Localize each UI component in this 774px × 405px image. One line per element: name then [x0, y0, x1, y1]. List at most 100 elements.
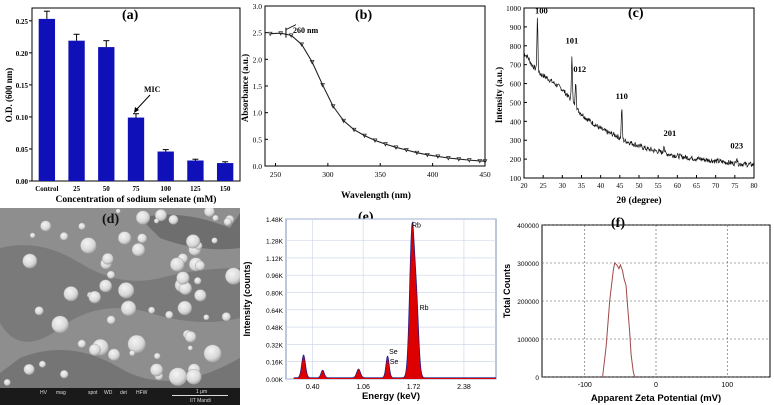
chart-b-point — [288, 33, 294, 38]
chart-f-ylabel: Total Counts — [502, 264, 512, 318]
sem-particle — [153, 352, 161, 360]
panel-label-d: (d) — [102, 212, 120, 227]
chart-e-ytick-label: 0.64K — [266, 308, 284, 315]
sem-particle — [212, 214, 219, 222]
sem-particle — [107, 348, 121, 361]
chart-b-point — [299, 42, 305, 47]
sem-particle — [168, 214, 179, 225]
sem-particle — [106, 270, 116, 279]
sem-particle — [154, 209, 167, 222]
chart-a-bar — [38, 18, 56, 181]
chart-b-point — [267, 31, 273, 37]
chart-c-xlabel: 2θ (degree) — [616, 195, 661, 206]
chart-b-series-line — [270, 32, 486, 162]
chart-a-bar — [157, 151, 174, 181]
chart-b-xtick-label: 400 — [427, 170, 439, 179]
sem-particle — [40, 220, 52, 232]
chart-c-xtick-label: 65 — [693, 182, 701, 190]
sem-particle — [165, 310, 174, 319]
chart-a-ytick-label: 0.20 — [16, 50, 29, 58]
chart-b-point — [445, 156, 451, 161]
chart-a-xtick-label: 100 — [160, 185, 171, 193]
sem-particle — [34, 306, 44, 316]
sem-info-bar: HV mag WD det HFW spot 1 μm IIT Mandi — [0, 388, 240, 405]
chart-c-xtick-label: 45 — [616, 182, 624, 190]
chart-a-mic-arrow — [135, 94, 151, 111]
sem-particle — [51, 315, 69, 334]
chart-c-xtick-label: 80 — [751, 182, 759, 190]
sem-particle — [203, 314, 210, 321]
chart-c-ytick-label: 900 — [510, 23, 522, 32]
chart-e-ytick-label: 1.48K — [266, 217, 284, 224]
chart-e-spectrum-line — [293, 221, 496, 379]
sem-particle — [29, 232, 36, 239]
chart-a-xtick-label: Control — [35, 185, 58, 193]
chart-a-bar — [68, 40, 85, 181]
chart-c-xrd: 100 200 300 400 500 600 700 800 900 1000 20 25 30 35… — [494, 4, 759, 206]
chart-c-xtick-label: 40 — [597, 182, 605, 190]
sem-particle — [23, 363, 35, 375]
sem-particle — [59, 369, 69, 379]
chart-a-ytick-label: 0.00 — [16, 178, 29, 186]
sem-particle — [194, 289, 207, 302]
chart-c-peak-label: 012 — [573, 64, 586, 74]
chart-e-ylabel: Intensity (counts) — [242, 261, 252, 336]
sem-particle — [186, 234, 201, 249]
chart-f-ytick-label: 300000 — [517, 261, 539, 268]
chart-b-xtick-label: 350 — [375, 170, 387, 179]
sem-particle — [106, 315, 116, 325]
chart-b-point — [435, 154, 441, 159]
sem-particle — [194, 260, 205, 271]
sem-particle — [221, 312, 231, 322]
chart-b-point — [341, 118, 346, 124]
sem-info-wd: WD — [104, 390, 113, 396]
chart-e-xtick-label: 1.72 — [407, 384, 421, 391]
chart-e-ytick-label: 0.48K — [266, 325, 284, 332]
sem-particle — [135, 210, 151, 225]
chart-a-xtick-label: 25 — [73, 185, 81, 193]
chart-a-ytick-label: 0.10 — [16, 114, 29, 122]
chart-c-xtick-label: 30 — [559, 182, 567, 190]
sem-particle — [38, 360, 46, 368]
chart-b-ytick-label: 2.0 — [253, 55, 263, 64]
sem-scale-label: 1 μm — [196, 389, 208, 395]
chart-e-ytick-label: 0.80K — [266, 291, 284, 298]
sem-info-mag: mag — [56, 390, 66, 396]
sem-particle — [203, 344, 222, 363]
chart-b-point — [309, 60, 315, 65]
sem-info-spot: spot — [88, 390, 98, 396]
chart-b-point — [424, 152, 430, 158]
chart-f-zeta: 0 100000 200000 300000 400000 -100 0 100 Total… — [502, 223, 771, 404]
chart-c-frame — [523, 7, 755, 179]
panel-label-b: (b) — [355, 8, 373, 23]
sem-particle — [184, 331, 197, 343]
chart-c-xtick-label: 60 — [674, 182, 682, 190]
chart-a-xtick-label: 150 — [220, 185, 231, 193]
chart-c-xtick-label: 50 — [636, 182, 644, 190]
sem-particle — [211, 237, 218, 244]
chart-b-ytick-label: 1.0 — [253, 109, 263, 118]
chart-f-ytick-label: 400000 — [517, 223, 539, 230]
chart-b-line: 0.0 0.5 1.0 1.5 2.0 2.5 3.0 250 300 350 400 450 Ab… — [240, 2, 491, 201]
chart-e-ytick-label: 1.12K — [266, 256, 284, 263]
sem-particle — [177, 300, 193, 316]
chart-f-xtick-label: -100 — [578, 382, 592, 389]
chart-e-peak-label: Rb — [420, 305, 429, 312]
sem-particle — [59, 232, 69, 241]
sem-particle — [88, 343, 101, 356]
chart-b-point — [351, 127, 357, 133]
sem-particle — [131, 243, 146, 257]
chart-c-ytick-label: 100 — [510, 174, 522, 183]
chart-b-xlabel: Wavelength (nm) — [341, 190, 411, 201]
chart-b-point — [383, 142, 388, 147]
chart-f-ytick-label: 100000 — [517, 337, 539, 344]
sem-particle — [99, 279, 113, 293]
chart-a-bar — [187, 160, 204, 181]
chart-b-ytick-label: 1.5 — [253, 82, 263, 91]
chart-c-xtick-label: 55 — [655, 182, 663, 190]
chart-c-xtick-label: 35 — [578, 182, 586, 190]
chart-c-ytick-label: 200 — [510, 155, 522, 164]
chart-b-xtick-label: 300 — [322, 170, 334, 179]
chart-c-xtick-label: 20 — [521, 182, 529, 190]
chart-b-point — [278, 31, 284, 36]
